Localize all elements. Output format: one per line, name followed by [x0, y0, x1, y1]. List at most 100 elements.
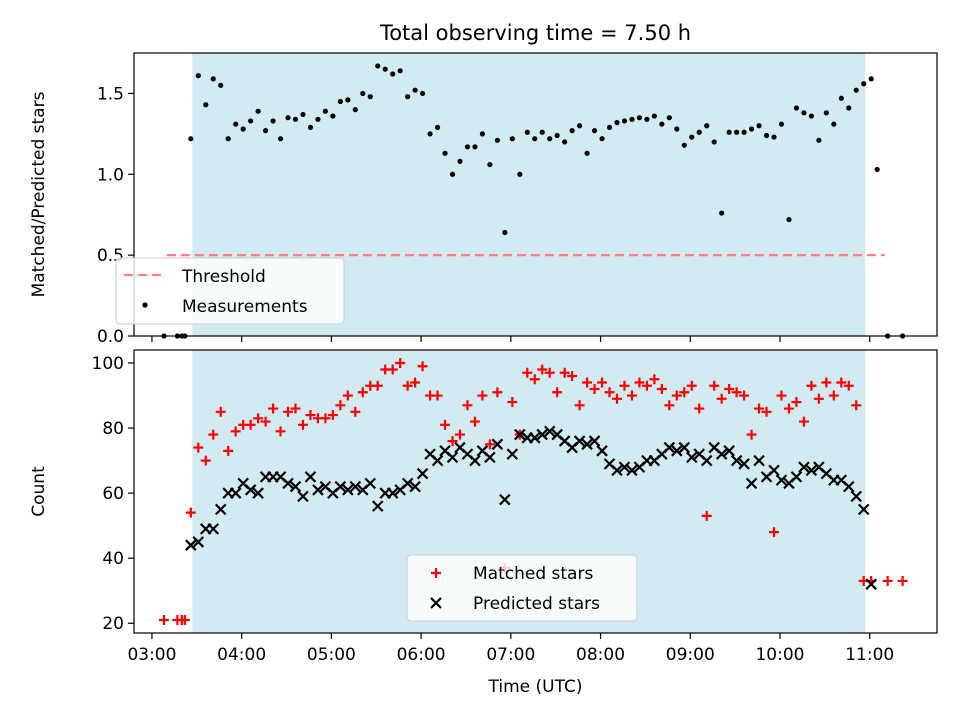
measurement-point: [846, 105, 852, 111]
matched-point: [619, 380, 630, 391]
matched-point: [574, 400, 585, 411]
measurement-point: [203, 102, 209, 108]
measurement-point: [614, 119, 620, 126]
measurement-point: [644, 116, 650, 122]
matched-point: [230, 426, 241, 437]
count-subplot: 20 40 60 80 100 03:00 04:00 05:00 06:00 07:00 08:0…: [29, 349, 938, 697]
measurement-point: [457, 158, 463, 164]
measurement-point: [584, 150, 590, 156]
measurement-point: [472, 144, 478, 150]
measurement-point: [719, 210, 725, 216]
measurement-point: [188, 136, 194, 142]
matched-point: [440, 419, 451, 430]
matched-point: [447, 436, 458, 447]
matched-point: [791, 397, 802, 408]
measurement-point: [464, 144, 471, 150]
matched-point: [492, 387, 503, 398]
measurement-point: [569, 128, 575, 134]
predicted-point: [842, 480, 855, 493]
measurement-point: [704, 123, 710, 129]
measurement-point: [300, 111, 306, 118]
predicted-point: [312, 484, 324, 496]
predicted-point: [431, 454, 444, 467]
matched-point: [746, 429, 757, 440]
measurement-point: [808, 113, 814, 119]
matched-point: [477, 390, 488, 401]
measurement-point: [449, 171, 456, 177]
legend-predicted-swatch: [430, 597, 442, 609]
matched-point: [836, 377, 847, 388]
matched-point: [686, 380, 697, 391]
matched-point: [253, 413, 264, 424]
measurement-point: [420, 90, 426, 97]
plot-frame: [133, 349, 938, 634]
predicted-point: [865, 578, 877, 590]
y-tick-label: 1.0: [97, 165, 124, 185]
matched-point: [200, 455, 211, 466]
measurement-point: [577, 123, 583, 129]
matched-point: [275, 426, 286, 437]
predicted-point: [514, 428, 526, 441]
measurement-point: [307, 124, 314, 130]
measurement-point: [412, 87, 418, 93]
matched-point: [410, 377, 421, 388]
x-tick-label: 10:00: [755, 645, 804, 665]
measurement-point: [599, 136, 605, 142]
predicted-point: [596, 445, 608, 457]
measurement-point: [345, 97, 351, 103]
y-tick-label: 60: [102, 484, 124, 504]
measurement-point: [195, 73, 201, 79]
measurement-point: [405, 94, 411, 100]
predicted-point: [506, 448, 519, 460]
predicted-point: [252, 487, 264, 499]
measurement-point: [726, 129, 732, 135]
measurement-point: [651, 113, 657, 119]
predicted-point: [738, 458, 750, 470]
matched-point: [611, 393, 622, 404]
measurement-point: [277, 136, 284, 142]
predicted-point: [775, 474, 788, 486]
x-tick-label: 05:00: [307, 645, 356, 665]
measurement-point: [816, 137, 822, 143]
y-tick-label: 1.5: [97, 84, 124, 104]
measurement-point: [831, 121, 837, 127]
x-tick-label: 06:00: [397, 645, 446, 665]
measurement-point: [517, 171, 523, 177]
measurement-point: [689, 134, 695, 140]
matched-point: [649, 374, 660, 385]
matched-point: [679, 387, 690, 398]
predicted-point: [304, 471, 317, 483]
predicted-point: [469, 454, 481, 467]
matched-point: [215, 406, 226, 417]
measurement-point: [861, 81, 867, 87]
measurement-point: [838, 95, 844, 101]
matched-point: [462, 400, 473, 411]
measurement-point: [636, 115, 643, 121]
measurement-point: [382, 66, 388, 72]
matched-point: [245, 419, 256, 430]
y-tick-label: 40: [102, 549, 124, 569]
predicted-point: [671, 445, 683, 457]
legend-box: [115, 257, 345, 325]
measurement-point: [621, 118, 628, 124]
matched-point: [701, 510, 712, 521]
matched-point: [537, 364, 548, 375]
matched-point: [290, 403, 301, 414]
measurement-point: [375, 63, 381, 69]
matched-point: [297, 419, 308, 430]
predicted-point: [244, 484, 257, 496]
matched-point: [559, 367, 570, 378]
predicted-point: [342, 484, 354, 496]
measurement-point: [853, 87, 859, 93]
matched-point: [305, 410, 316, 421]
measurement-point: [225, 136, 231, 142]
measurement-point: [786, 216, 792, 223]
plot-frame: [133, 52, 938, 337]
predicted-point: [805, 464, 818, 477]
measurement-point: [539, 129, 545, 135]
predicted-point: [745, 477, 758, 490]
matched-point: [634, 377, 645, 388]
matched-point: [454, 429, 465, 440]
matched-point: [158, 614, 169, 625]
predicted-point: [401, 477, 414, 490]
